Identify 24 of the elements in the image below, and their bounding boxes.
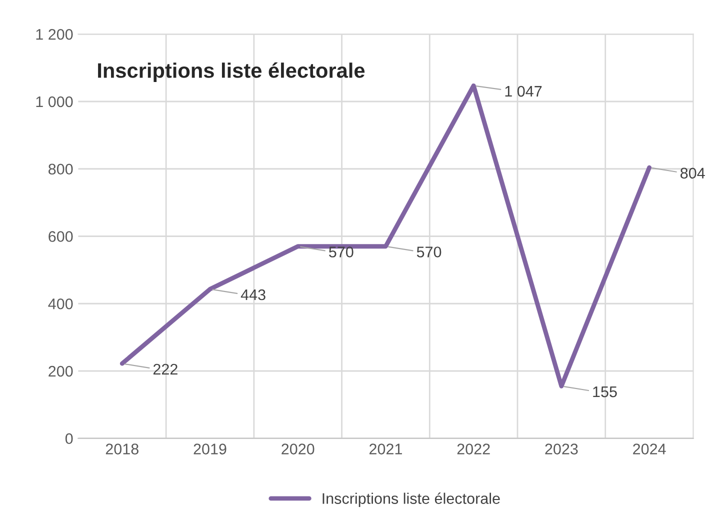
x-tick-label: 2019 [194,444,226,454]
x-tick-label: 2024 [633,444,666,454]
x-tick-label: 2018 [106,444,138,454]
x-tick-label: 2023 [545,444,578,454]
data-label: 443 [240,289,266,300]
y-tick-label: 800 [48,164,73,175]
y-tick-label: 0 [65,433,73,444]
y-tick-label: 400 [48,298,73,310]
x-tick-label: 2020 [282,444,314,454]
data-label: 570 [329,246,354,258]
data-label: 155 [593,386,617,398]
text: Inscriptions liste électorale [98,62,365,82]
x-tick-label: 2021 [369,444,402,454]
line-series [120,83,652,388]
data-label: 1 047 [505,86,542,97]
data-label: 222 [153,364,178,374]
y-tick-label: 1 200 [36,28,73,40]
y-tick-label: 600 [48,231,73,242]
y-tick-label: 200 [48,366,73,377]
legend-label: Inscriptions liste électorale [322,492,500,507]
data-label: 804 [680,168,705,179]
y-tick-label: 1 000 [36,96,73,108]
x-tick-label: 2022 [457,444,490,454]
data-label: 570 [416,246,442,258]
